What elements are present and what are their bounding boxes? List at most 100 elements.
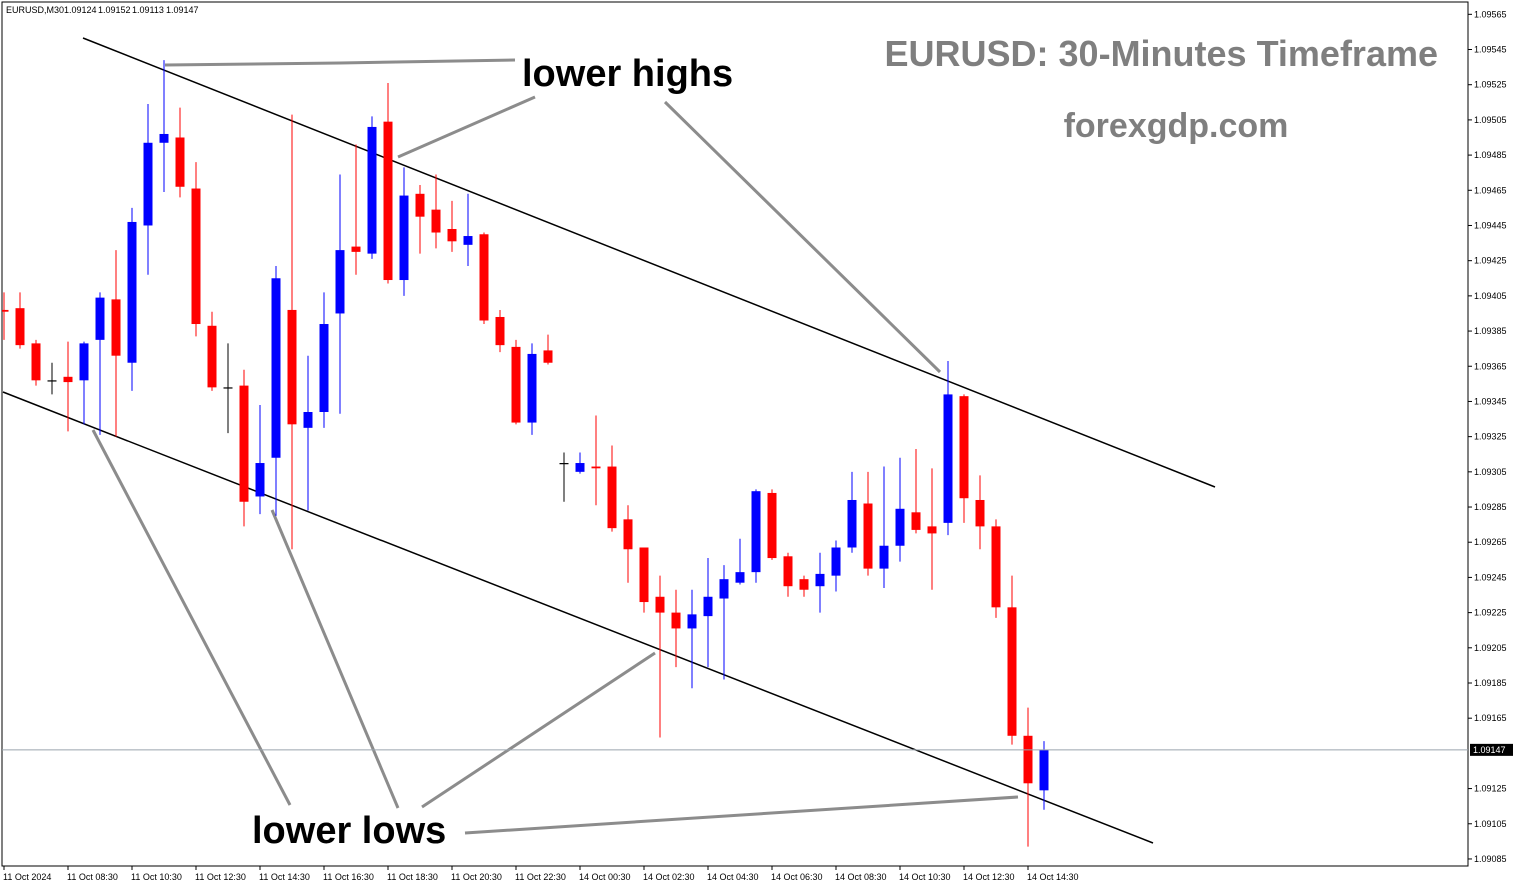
candle-body (511, 346, 521, 423)
candle-body (479, 234, 489, 321)
candle-body (895, 508, 905, 546)
candle-body (191, 188, 201, 325)
x-tick-label: 14 Oct 14:30 (1027, 872, 1079, 882)
x-tick-label: 11 Oct 10:30 (131, 872, 182, 882)
y-tick-label: 1.09125 (1474, 784, 1507, 794)
candle-body (159, 133, 169, 143)
candle-body (655, 596, 665, 613)
candle-body (799, 579, 809, 590)
channel-upper (82, 37, 1216, 488)
candle-body (687, 614, 697, 629)
pointer-line (421, 651, 656, 809)
candle-body (831, 547, 841, 576)
candle-body (383, 121, 393, 281)
y-tick-label: 1.09525 (1474, 80, 1507, 90)
pointer-line (464, 795, 1019, 835)
y-tick-label: 1.09565 (1474, 9, 1507, 19)
annotation: lower lows (252, 810, 446, 852)
y-tick-label: 1.09105 (1474, 819, 1507, 829)
candle-body (991, 526, 1001, 608)
x-tick-label: 14 Oct 04:30 (707, 872, 759, 882)
y-tick-label: 1.09345 (1474, 396, 1507, 406)
x-tick-label: 14 Oct 02:30 (643, 872, 695, 882)
candle-body (287, 309, 297, 425)
candle-body (847, 499, 857, 548)
candle-body (351, 246, 361, 252)
candle-body (95, 297, 105, 340)
candle-body (1039, 749, 1049, 791)
y-tick-label: 1.09185 (1474, 678, 1507, 688)
candle-body (767, 492, 777, 559)
candle-body (367, 126, 377, 254)
ohlc-low: 1.09113 (132, 5, 164, 15)
candle-body (751, 491, 761, 573)
x-tick-label: 11 Oct 18:30 (387, 872, 438, 882)
y-tick-label: 1.09385 (1474, 326, 1507, 336)
x-tick-label: 11 Oct 2024 (3, 872, 51, 882)
y-tick-label: 1.09505 (1474, 115, 1507, 125)
candle-body (1007, 607, 1017, 736)
y-tick-label: 1.09545 (1474, 45, 1507, 55)
candle-body (783, 556, 793, 587)
candle-body (15, 308, 25, 346)
candle-body (447, 228, 457, 242)
candle-body (703, 596, 713, 617)
x-tick-label: 11 Oct 22:30 (515, 872, 566, 882)
candle-body (127, 221, 137, 363)
x-tick-label: 14 Oct 08:30 (835, 872, 887, 882)
candle-body (735, 572, 745, 583)
candle-body (143, 142, 153, 226)
candle-body (639, 547, 649, 603)
candle-body (303, 412, 313, 428)
y-tick-label: 1.09165 (1474, 713, 1507, 723)
candle-body (319, 324, 329, 413)
candle-body (607, 466, 617, 529)
x-tick-label: 11 Oct 16:30 (323, 872, 374, 882)
candle-body (879, 545, 889, 569)
candle-body (207, 325, 217, 388)
y-tick-label: 1.09205 (1474, 643, 1507, 653)
candle-body (79, 343, 89, 381)
symbol: EURUSD,M30 (6, 5, 64, 15)
y-tick-label: 1.09465 (1474, 185, 1507, 195)
candle-body (47, 380, 57, 382)
pointer-line (397, 95, 536, 159)
candle-body (431, 209, 441, 233)
candle-body (591, 466, 601, 469)
y-tick-label: 1.09325 (1474, 432, 1507, 442)
y-tick-label: 1.09305 (1474, 467, 1507, 477)
candle-body (175, 137, 185, 187)
candle-body (575, 463, 585, 472)
candle-body (911, 512, 921, 530)
candle-body (927, 526, 937, 534)
ohlc-open: 1.09124 (64, 5, 97, 15)
candle-body (671, 612, 681, 629)
pointer-line (91, 429, 292, 806)
candle-body (111, 299, 121, 356)
y-tick-label: 1.09085 (1474, 854, 1507, 864)
candle-body (623, 519, 633, 550)
y-tick-label: 1.09405 (1474, 291, 1507, 301)
candle-body (255, 463, 265, 497)
y-tick-label: 1.09425 (1474, 256, 1507, 266)
y-tick-label: 1.09365 (1474, 361, 1507, 371)
candle-body (815, 573, 825, 587)
y-tick-label: 1.09445 (1474, 220, 1507, 230)
candle-body (31, 343, 41, 381)
x-tick-label: 14 Oct 10:30 (899, 872, 951, 882)
chart-title: EURUSD: 30-Minutes Timeframe (885, 33, 1438, 74)
annotation: lower highs (522, 53, 733, 95)
candle-body (495, 316, 505, 346)
x-tick-label: 11 Oct 08:30 (67, 872, 118, 882)
candle-body (1023, 735, 1033, 784)
candle-body (63, 376, 73, 383)
candle-body (223, 387, 233, 389)
candle-body (543, 350, 553, 363)
pointer-line (270, 509, 400, 809)
candle-body (527, 353, 537, 423)
candle-body (559, 463, 569, 465)
ohlc-high: 1.09152 (98, 5, 131, 15)
ohlc-close: 1.09147 (166, 5, 199, 15)
annotation-lines (2, 37, 1216, 844)
current-price-box (1470, 743, 1513, 756)
